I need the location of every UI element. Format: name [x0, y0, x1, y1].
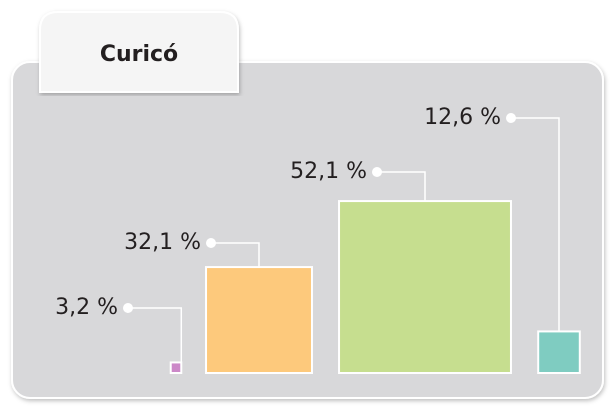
- square: [537, 330, 581, 375]
- connector-dot: [372, 167, 382, 177]
- value-label: 12,6 %: [424, 105, 501, 130]
- connector-dot: [206, 238, 216, 248]
- connector: [377, 171, 426, 202]
- value-label: 52,1 %: [290, 159, 367, 184]
- connector-dot: [123, 303, 133, 313]
- connector: [511, 117, 560, 332]
- connector-dot: [506, 113, 516, 123]
- connector: [128, 307, 183, 363]
- title-tab: [39, 11, 239, 93]
- square: [338, 200, 512, 374]
- value-label: 32,1 %: [124, 230, 201, 255]
- connector: [211, 242, 260, 268]
- square: [205, 266, 313, 375]
- chart-title: Curicó: [100, 42, 178, 67]
- square: [169, 361, 183, 375]
- value-label: 3,2 %: [55, 295, 118, 320]
